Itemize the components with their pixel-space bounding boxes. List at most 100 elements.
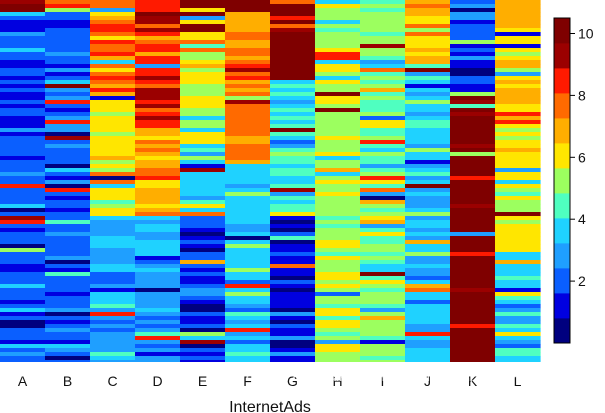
x-tick-label: G [287,373,298,389]
heatmap-cell [405,24,451,29]
heatmap-cell [225,56,271,61]
heatmap-cell [360,224,406,229]
heatmap-cell [270,156,316,161]
heatmap-cell [270,288,316,293]
heatmap-cell [450,244,496,249]
heatmap-cell [90,304,136,309]
heatmap-cell [45,292,91,297]
heatmap-cell [315,332,361,337]
heatmap-cell [450,124,496,129]
heatmap-cell [450,64,496,69]
heatmap-cell [360,148,406,153]
heatmap-cell [405,52,451,57]
heatmap-cell [315,84,361,89]
heatmap-cell [495,312,541,317]
heatmap-cell [405,140,451,145]
heatmap-cell [405,0,451,5]
heatmap-cell [315,260,361,265]
heatmap-cell [495,72,541,77]
heatmap-cell [450,96,496,101]
heatmap-cell [180,356,226,361]
heatmap-cell [0,200,46,205]
heatmap-cell [180,296,226,301]
heatmap-cell [405,56,451,61]
heatmap-cell [360,60,406,65]
heatmap-cell [360,44,406,49]
heatmap-cell [135,12,181,17]
heatmap-cell [450,200,496,205]
heatmap-cell [180,332,226,337]
heatmap-cell [135,296,181,301]
heatmap-cell [90,140,136,145]
heatmap-cell [45,216,91,221]
heatmap-cell [270,96,316,101]
heatmap-cell [135,232,181,237]
heatmap-cell [495,340,541,345]
heatmap-cell [315,128,361,133]
heatmap-cell [135,344,181,349]
heatmap-cell [450,248,496,253]
heatmap-cell [450,28,496,33]
heatmap-cell [360,132,406,137]
heatmap-cell [135,260,181,265]
heatmap-cell [45,92,91,97]
heatmap-cell [0,300,46,305]
heatmap-cell [360,104,406,109]
heatmap-cell [360,164,406,169]
heatmap-cell [180,36,226,41]
heatmap-cell [180,204,226,209]
heatmap-cell [315,8,361,13]
heatmap-cell [45,284,91,289]
heatmap-cell [225,320,271,325]
heatmap-cell [360,336,406,341]
heatmap-cell [315,52,361,57]
heatmap-cell [495,216,541,221]
heatmap-cell [225,360,271,362]
heatmap-cell [45,116,91,121]
heatmap-cell [135,20,181,25]
heatmap-cell [360,276,406,281]
heatmap-cell [405,240,451,245]
heatmap-cell [90,68,136,73]
heatmap-cell [0,108,46,113]
heatmap-cell [180,256,226,261]
heatmap-cell [495,304,541,309]
heatmap-cell [225,0,271,5]
heatmap-cell [225,184,271,189]
heatmap-cell [135,188,181,193]
x-tick-label: F [243,373,252,389]
heatmap-cell [360,228,406,233]
heatmap-cell [270,348,316,353]
heatmap-cell [270,168,316,173]
heatmap-cell [180,160,226,165]
heatmap-cell [90,268,136,273]
heatmap-cell [0,44,46,49]
heatmap-cell [90,248,136,253]
heatmap-cell [135,328,181,333]
heatmap-cell [180,80,226,85]
heatmap-cell [450,76,496,81]
heatmap-cell [405,188,451,193]
heatmap-cell [315,232,361,237]
heatmap-cell [270,148,316,153]
heatmap-cell [450,92,496,97]
heatmap-cell [0,164,46,169]
heatmap-cell [405,236,451,241]
heatmap-cell [0,260,46,265]
heatmap-cell [450,224,496,229]
heatmap-cell [360,308,406,313]
heatmap-cell [360,16,406,21]
x-tick-label: E [198,373,207,389]
heatmap-cell [0,148,46,153]
heatmap-cell [405,20,451,25]
heatmap-cell [450,68,496,73]
heatmap-cell [360,204,406,209]
heatmap-cell [315,308,361,313]
heatmap-cell [405,244,451,249]
heatmap-cell [405,288,451,293]
heatmap-cell [450,112,496,117]
heatmap-cell [135,264,181,269]
heatmap-cell [495,108,541,113]
heatmap-cell [315,328,361,333]
heatmap-cell [180,180,226,185]
